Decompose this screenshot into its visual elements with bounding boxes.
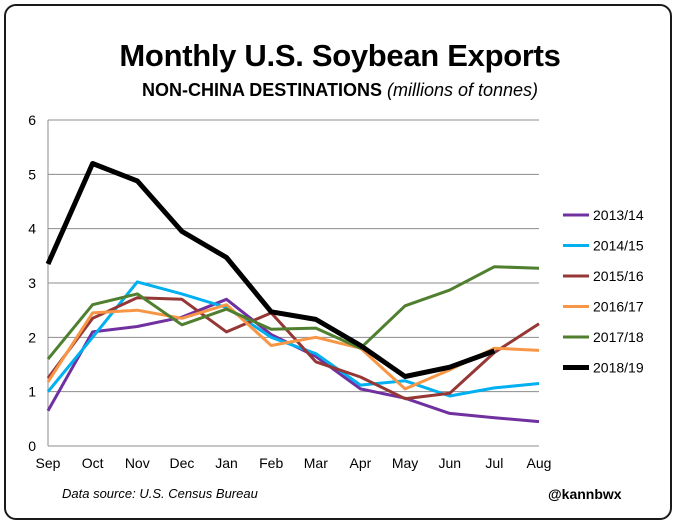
chart-frame xyxy=(4,4,672,520)
x-tick-label: Jan xyxy=(215,455,238,471)
x-tick-label: Mar xyxy=(304,455,328,471)
x-tick-label: May xyxy=(392,455,418,471)
x-tick-label: Apr xyxy=(350,455,372,471)
series-line-2017-18 xyxy=(46,265,540,361)
legend-label: 2014/15 xyxy=(593,238,644,254)
x-tick-label: Jul xyxy=(485,455,503,471)
chart-subtitle: NON-CHINA DESTINATIONS (millions of tonn… xyxy=(0,80,680,101)
x-tick-label: Oct xyxy=(82,455,104,471)
legend: 2013/14 2014/15 2015/16 2016/17 2017/18 2018/… xyxy=(563,207,644,376)
subtitle-unit: (millions of tonnes) xyxy=(386,80,539,100)
y-tick-labels: 0 1 2 3 4 5 6 xyxy=(28,112,36,454)
series-line-2014-15 xyxy=(46,280,540,398)
y-tick-label: 6 xyxy=(28,112,36,128)
subtitle-main: NON-CHINA DESTINATIONS xyxy=(141,80,382,100)
legend-label: 2017/18 xyxy=(593,329,644,345)
y-tick-label: 4 xyxy=(28,221,36,237)
data-source-note: Data source: U.S. Census Bureau xyxy=(62,486,258,501)
series-line-2018-19 xyxy=(45,161,496,379)
series-lines xyxy=(45,161,540,424)
chart-title: Monthly U.S. Soybean Exports xyxy=(119,38,561,73)
legend-label: 2013/14 xyxy=(593,207,644,223)
x-tick-label: Nov xyxy=(125,455,150,471)
grid-lines xyxy=(48,119,539,393)
x-tick-label: Sep xyxy=(36,455,61,471)
y-tick-label: 2 xyxy=(28,329,36,345)
legend-label: 2015/16 xyxy=(593,268,644,284)
x-tick-label: Aug xyxy=(527,455,552,471)
x-tick-label: Jun xyxy=(438,455,461,471)
series-line-2015-16 xyxy=(46,296,540,401)
y-tick-label: 3 xyxy=(28,275,36,291)
x-tick-labels: Sep Oct Nov Dec Jan Feb Mar Apr May Jun Jul Aug xyxy=(36,455,552,471)
legend-label: 2016/17 xyxy=(593,299,644,315)
legend-label: 2018/19 xyxy=(593,360,644,376)
y-tick-label: 0 xyxy=(28,438,36,454)
x-tick-label: Dec xyxy=(169,455,194,471)
author-handle: @kannbwx xyxy=(548,486,622,502)
y-tick-label: 5 xyxy=(28,166,36,182)
y-tick-label: 1 xyxy=(28,384,36,400)
x-tick-label: Feb xyxy=(259,455,283,471)
